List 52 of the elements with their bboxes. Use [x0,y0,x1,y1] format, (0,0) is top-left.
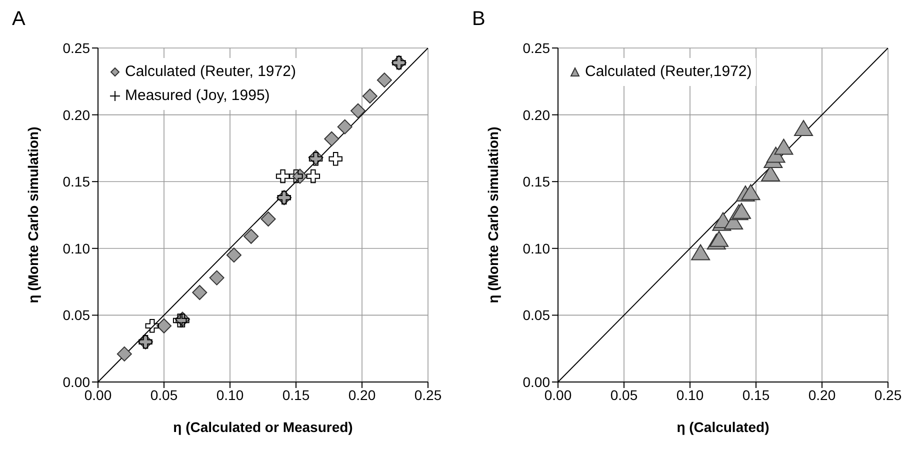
y-tick-label: 0.20 [522,106,550,123]
point [362,88,378,104]
x-tick-label: 0.05 [610,386,638,403]
point [244,228,259,244]
point [145,319,159,333]
legend-label: Calculated (Reuter, 1972) [125,62,296,82]
point [774,138,794,155]
point [741,184,760,200]
x-tick-label: 0.10 [216,386,244,403]
point [328,152,342,166]
x-tick-label: 0.25 [874,386,902,403]
point [376,72,392,88]
x-tick-label: 0.20 [808,386,836,403]
y-tick-label: 0.25 [62,40,90,56]
chart-title: B [471,8,486,32]
y-axis-title: η (Monte Carlo simulation) [484,126,501,304]
y-tick-label: 0.05 [522,307,550,324]
point [116,346,132,362]
y-tick-label: 0.15 [62,174,90,190]
point [209,270,224,286]
point [289,169,303,184]
point [192,284,208,300]
y-tick-label: 0.10 [522,240,550,256]
point [156,318,172,334]
point [337,119,352,134]
x-tick-label: 0.15 [282,386,310,403]
x-tick-label: 0.20 [348,386,376,403]
legend-label: Measured (Joy, 1995) [125,86,270,106]
x-axis-title: η (Calculated or Measured) [173,419,353,435]
y-tick-label: 0.15 [522,174,550,190]
x-axis-title: η (Calculated) [676,419,770,435]
x-tick-label: 0.10 [676,386,704,403]
y-tick-label: 0.05 [62,307,90,324]
point [794,120,814,136]
point [260,212,276,227]
y-tick-label: 0.25 [522,40,550,56]
y-tick-label: 0.10 [62,240,90,256]
x-tick-label: 0.05 [150,386,178,403]
y-tick-label: 0.20 [62,106,90,123]
point [306,169,320,184]
point [324,131,340,146]
x-tick-label: 0.25 [414,386,442,403]
y-axis-title: η (Monte Carlo simulation) [24,126,41,304]
point [710,230,729,247]
point [226,248,242,263]
point [276,169,290,184]
legend-label: Calculated (Reuter,1972) [585,62,752,82]
point [350,103,366,118]
x-tick-label: 0.15 [742,386,770,403]
chart-title: A [11,8,26,32]
point [172,314,187,328]
point [691,244,710,260]
